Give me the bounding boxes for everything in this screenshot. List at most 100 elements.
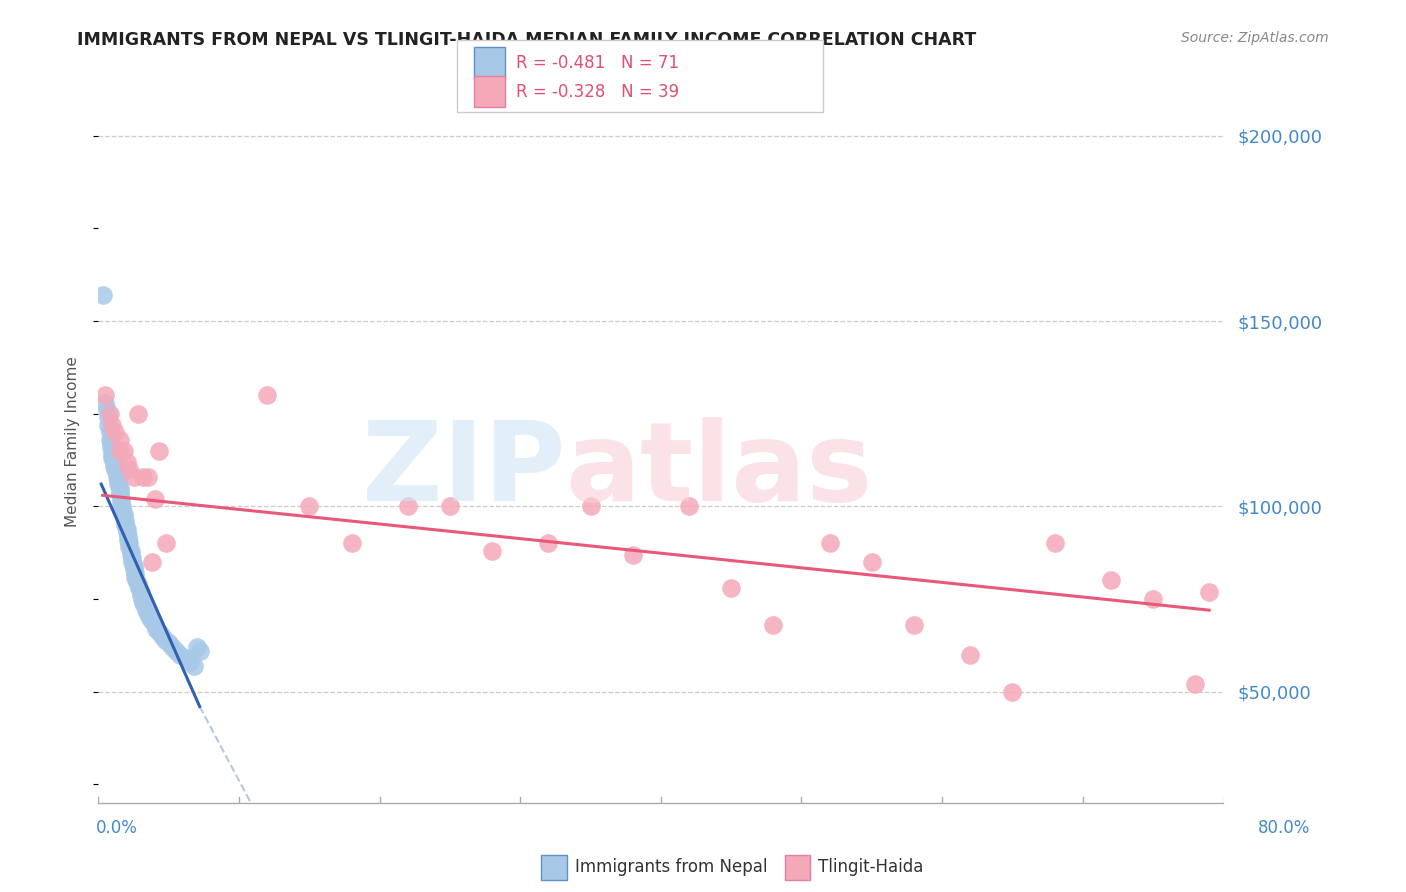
Point (148, 625, 170, 640)
Point (103, 455, 125, 469)
Point (1142, 592, 1164, 607)
Point (110, 491, 132, 506)
Point (179, 655, 201, 669)
Point (1198, 584, 1220, 599)
Point (188, 644, 211, 658)
Point (439, 500, 461, 514)
Text: Tlingit-Haida: Tlingit-Haida (818, 858, 924, 876)
Point (115, 522, 138, 536)
Point (141, 555, 163, 569)
Point (108, 488, 131, 502)
Point (108, 484, 131, 499)
Point (122, 562, 145, 576)
Point (1001, 684, 1024, 698)
Point (127, 407, 149, 421)
Point (108, 443, 131, 458)
Point (101, 417, 124, 432)
Point (121, 551, 143, 566)
Point (165, 644, 187, 658)
Point (340, 536, 363, 550)
Point (107, 474, 129, 488)
Point (111, 503, 134, 517)
Text: atlas: atlas (565, 417, 873, 524)
Point (112, 443, 135, 458)
Point (903, 618, 925, 632)
Point (100, 436, 122, 450)
Text: IMMIGRANTS FROM NEPAL VS TLINGIT-HAIDA MEDIAN FAMILY INCOME CORRELATION CHART: IMMIGRANTS FROM NEPAL VS TLINGIT-HAIDA M… (77, 31, 977, 49)
Point (118, 536, 141, 550)
Y-axis label: Median Family Income: Median Family Income (65, 356, 80, 527)
Point (678, 500, 700, 514)
Point (139, 610, 162, 624)
Point (91, 288, 114, 302)
Point (125, 574, 148, 588)
Point (108, 481, 131, 495)
Point (98, 407, 121, 421)
Point (134, 599, 156, 614)
Point (959, 648, 981, 662)
Point (105, 469, 128, 483)
Point (537, 536, 560, 550)
Point (1184, 677, 1206, 691)
Point (115, 455, 138, 469)
Point (96, 403, 118, 417)
Point (762, 618, 785, 632)
Point (97, 410, 120, 425)
Point (136, 607, 159, 621)
Point (720, 581, 742, 595)
Point (104, 462, 127, 476)
Point (98, 433, 121, 447)
Point (118, 540, 141, 554)
Text: Source: ZipAtlas.com: Source: ZipAtlas.com (1181, 31, 1329, 45)
Point (160, 640, 183, 655)
Point (132, 596, 155, 610)
Point (150, 629, 173, 643)
Point (108, 433, 131, 447)
Point (107, 477, 129, 491)
Text: 0.0%: 0.0% (96, 819, 138, 837)
Point (145, 622, 167, 636)
Point (127, 577, 149, 591)
Point (124, 566, 146, 580)
Point (131, 592, 153, 607)
Text: ZIP: ZIP (361, 417, 565, 524)
Point (298, 500, 321, 514)
Point (122, 558, 145, 573)
Point (143, 491, 166, 506)
Point (120, 548, 142, 562)
Point (94, 395, 117, 409)
Point (129, 584, 152, 599)
Point (112, 507, 135, 521)
Point (115, 525, 138, 540)
Point (481, 544, 503, 558)
Text: 80.0%: 80.0% (1258, 819, 1310, 837)
Point (157, 636, 180, 650)
Point (114, 517, 136, 532)
Point (136, 469, 159, 483)
Point (118, 462, 141, 476)
Point (111, 500, 134, 514)
Point (101, 451, 124, 466)
Point (860, 555, 883, 569)
Point (94, 388, 117, 402)
Point (104, 425, 127, 440)
Point (183, 658, 205, 673)
Point (101, 443, 124, 458)
Text: Immigrants from Nepal: Immigrants from Nepal (575, 858, 768, 876)
Point (100, 440, 122, 454)
Point (155, 536, 177, 550)
Point (103, 458, 125, 473)
Point (97, 417, 120, 432)
Point (122, 469, 145, 483)
Point (110, 496, 132, 510)
Point (135, 603, 157, 617)
Point (1043, 536, 1066, 550)
Point (153, 632, 176, 647)
Point (579, 500, 602, 514)
Point (114, 514, 136, 528)
Point (256, 388, 278, 402)
Point (132, 469, 155, 483)
Point (121, 555, 143, 569)
Point (621, 548, 644, 562)
Point (143, 618, 166, 632)
